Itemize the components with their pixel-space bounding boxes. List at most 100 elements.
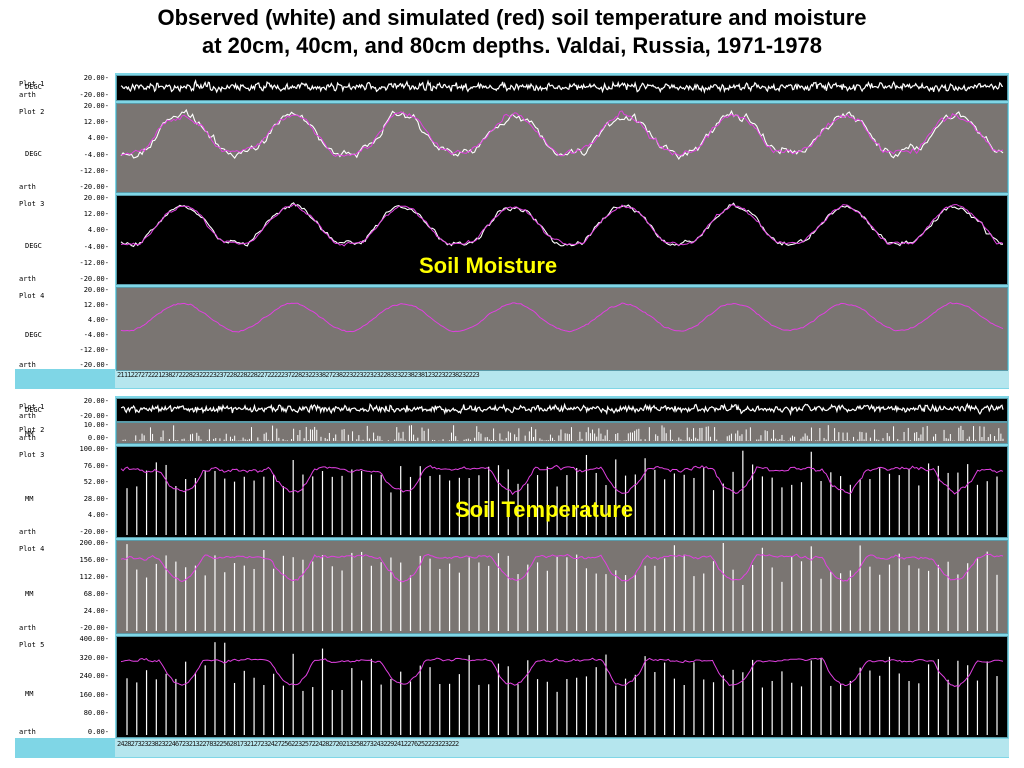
plot-bottom-3-svg — [120, 450, 1004, 535]
plot-bottom-5-label: Plot 5 — [19, 641, 45, 649]
overlay-label-soil-temperature: Soil Temperature — [455, 497, 634, 522]
plot-top-2-unit: DEGC — [25, 150, 42, 159]
plot-bottom-5-extra: arth — [19, 728, 36, 736]
plot-bottom-2-area — [116, 422, 1008, 444]
plot-top-3-unit: DEGC — [25, 242, 42, 251]
plot-bottom-2-tick: 10.00- — [83, 421, 109, 429]
plot-bottom-1-tick: -20.00- — [79, 412, 109, 420]
plot-top-2-tick: 12.00- — [83, 118, 109, 127]
plot-bottom-3-tick: 76.00- — [83, 461, 109, 470]
title-line-2: at 20cm, 40cm, and 80cm depths. Valdai, … — [202, 33, 822, 58]
plot-top-2-simulated-line — [120, 110, 1004, 157]
plot-bottom-3-tick: -20.00- — [79, 528, 109, 536]
plot-bottom-4-tick: 156.00- — [79, 556, 109, 564]
title-line-1: Observed (white) and simulated (red) soi… — [157, 5, 867, 30]
plot-bottom-3-tick: 100.00- — [79, 445, 109, 453]
plot-bottom-1-tick: 20.00- — [83, 397, 109, 405]
plot-bottom-5-svg — [120, 642, 1004, 735]
plot-bottom-3-tick: 4.00- — [87, 511, 109, 520]
plot-bottom-5-tick: 160.00- — [79, 690, 109, 699]
plot-bottom-4-svg — [120, 543, 1004, 631]
plot-bottom-5-tick: 80.00- — [83, 709, 109, 718]
plot-top-3-tick: -12.00- — [79, 258, 109, 267]
overlay-label-soil-moisture: Soil Moisture — [419, 253, 558, 278]
plot-bottom-3-extra: arth — [19, 528, 36, 536]
plot-top-3-area — [116, 195, 1008, 285]
plot-top-3-tick: -20.00- — [79, 275, 109, 283]
plot-bottom-4-tick: 24.00- — [83, 607, 109, 615]
plot-top-4-area — [116, 287, 1008, 371]
plot-top-3-tick: 4.00- — [87, 226, 109, 235]
plot-top-1-area — [116, 75, 1008, 101]
plot-top-3-extra: arth — [19, 275, 36, 283]
plot-bottom-5-simulated-line — [120, 657, 1004, 688]
plot-top-4-tick: -4.00- — [83, 331, 109, 339]
plot-bottom-5-area — [116, 636, 1008, 738]
plot-bottom-4-area — [116, 540, 1008, 634]
plot-top-1-unit: DEGC — [25, 83, 42, 91]
plot-top-4-tick: -12.00- — [79, 346, 109, 354]
plot-bottom-3-simulated-line — [120, 464, 1004, 496]
top-time-axis: 2111227272221238272228232222323722822822… — [115, 370, 1009, 388]
bottom-time-axis: 2428273232382322467232132278322562817321… — [115, 739, 1009, 757]
plot-top-1-extra: arth — [19, 91, 36, 99]
plot-bottom-3-area — [116, 446, 1008, 538]
plot-top-3-label: Plot 3 — [19, 200, 45, 208]
plot-bottom-5-tick: 400.00- — [79, 635, 109, 643]
bottom-label-column: Plot 1 DEGC arth 20.00- -20.00- Plot 2 MM arth 1… — [15, 396, 115, 738]
plot-bottom-4-unit: MM — [25, 589, 34, 598]
plot-top-3-observed-line — [120, 202, 1003, 248]
plot-top-3-tick: -4.00- — [83, 242, 109, 251]
plot-top-4-tick: 12.00- — [83, 301, 109, 309]
plot-bottom-2-label: Plot 2 — [19, 426, 45, 434]
plot-bottom-5-unit: MM — [25, 690, 34, 698]
plot-top-4-simulated-line — [120, 302, 1004, 333]
plot-top-4-tick: 4.00- — [87, 316, 109, 324]
plot-bottom-4-label: Plot 4 — [19, 545, 45, 553]
plot-top-2-tick: -12.00- — [79, 166, 109, 175]
plot-bottom-1-unit: DEGC — [25, 406, 42, 414]
top-chart-panel: Plot 1 DEGC arth 20.00- -20.00- Plot 2 DEGC art… — [15, 73, 1009, 389]
plot-top-2-area — [116, 103, 1008, 193]
plot-top-4-svg — [120, 302, 1004, 333]
plot-top-1-label: Plot 1 — [19, 80, 45, 88]
plot-bottom-1-extra: arth — [19, 412, 36, 420]
plot-bottom-1-observed-line — [120, 402, 1004, 417]
chart-title: Observed (white) and simulated (red) soi… — [0, 4, 1024, 60]
plot-top-2-tick: 4.00- — [87, 134, 109, 143]
plot-bottom-2-extra: arth — [19, 434, 36, 442]
plot-bottom-2-svg — [120, 425, 1004, 441]
top-time-axis-labels: 2111227272221238272228232222323722822822… — [117, 371, 480, 379]
plot-bottom-3-unit: MM — [25, 494, 34, 503]
plot-bottom-3-tick: 28.00- — [83, 494, 109, 503]
plot-bottom-3-label: Plot 3 — [19, 451, 45, 459]
plot-bottom-4-tick: 68.00- — [83, 590, 109, 598]
plot-top-4-label: Plot 4 — [19, 292, 45, 300]
top-label-column: Plot 1 DEGC arth 20.00- -20.00- Plot 2 DEGC art… — [15, 73, 115, 369]
plot-top-1-tick: 20.00- — [83, 74, 109, 82]
plot-top-4-unit: DEGC — [25, 331, 42, 340]
plot-top-2-observed-line — [120, 108, 1004, 161]
plot-bottom-1-area — [116, 398, 1008, 422]
plot-bottom-5-tick: 320.00- — [79, 653, 109, 662]
plot-top-2-tick: 20.00- — [83, 102, 109, 110]
plot-bottom-4-tick: -20.00- — [79, 624, 109, 632]
plot-bottom-4-simulated-line — [120, 553, 1004, 583]
plot-top-4-tick: 20.00- — [83, 286, 109, 294]
plot-top-2-tick: -20.00- — [79, 183, 109, 191]
plot-top-3-simulated-line — [120, 203, 1004, 247]
plot-top-4-tick: -20.00- — [79, 361, 109, 369]
bottom-time-axis-labels: 2428273232382322467232132278322562817321… — [117, 740, 459, 748]
plot-bottom-4-tick: 200.00- — [79, 539, 109, 547]
plot-top-1-svg — [120, 79, 1003, 94]
plot-bottom-1-label: Plot 1 — [19, 402, 45, 411]
plot-top-3-tick: 12.00- — [83, 210, 109, 219]
plot-bottom-3-tick: 52.00- — [83, 478, 109, 487]
plot-bottom-1-svg — [120, 402, 1004, 417]
plot-top-2-tick: -4.00- — [83, 150, 109, 159]
plot-bottom-5-tick: 240.00- — [79, 672, 109, 681]
plot-bottom-2-unit: MM — [25, 430, 34, 438]
plot-bottom-2-tick: 0.00- — [87, 434, 109, 442]
plot-bottom-4-tick: 112.00- — [79, 573, 109, 581]
bottom-chart-panel: Plot 1 DEGC arth 20.00- -20.00- Plot 2 MM arth 1… — [15, 396, 1009, 758]
